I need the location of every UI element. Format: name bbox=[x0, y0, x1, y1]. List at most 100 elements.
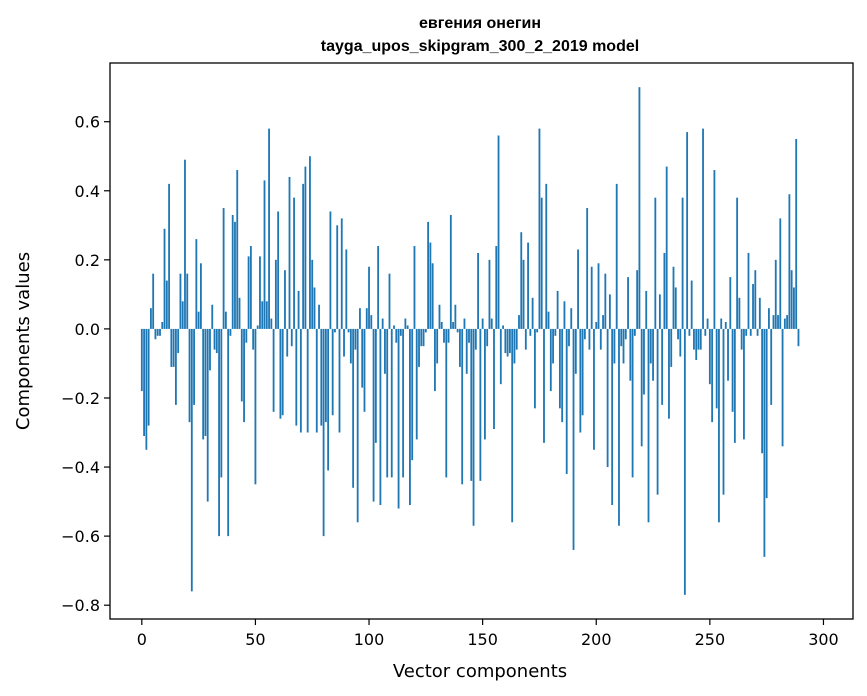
bar bbox=[420, 328, 423, 347]
bar bbox=[147, 328, 150, 426]
x-tick-label: 250 bbox=[695, 630, 726, 649]
bar bbox=[738, 297, 741, 329]
bar bbox=[422, 328, 425, 347]
bar bbox=[227, 328, 230, 537]
bar bbox=[543, 328, 545, 443]
bar bbox=[545, 183, 548, 329]
bar bbox=[324, 328, 327, 423]
bar bbox=[688, 328, 691, 336]
bar bbox=[679, 328, 682, 357]
bar bbox=[706, 318, 709, 329]
bar bbox=[474, 328, 477, 350]
bar bbox=[756, 328, 759, 336]
bar bbox=[540, 197, 543, 329]
bar bbox=[579, 328, 582, 433]
bar bbox=[763, 328, 766, 557]
bar bbox=[683, 328, 686, 595]
bar bbox=[686, 132, 689, 329]
bar bbox=[424, 328, 427, 333]
bar bbox=[697, 328, 700, 350]
bar bbox=[231, 214, 234, 329]
bar bbox=[370, 315, 373, 329]
bar bbox=[284, 270, 286, 329]
bar bbox=[436, 328, 439, 364]
bar bbox=[374, 328, 377, 443]
bar bbox=[527, 242, 529, 329]
bar bbox=[170, 328, 173, 367]
bar bbox=[431, 263, 434, 329]
bar bbox=[352, 328, 355, 488]
bar bbox=[524, 328, 527, 350]
bar bbox=[259, 256, 261, 329]
bar bbox=[599, 328, 602, 350]
bar bbox=[533, 328, 536, 409]
bar bbox=[770, 328, 773, 405]
bar-series bbox=[140, 87, 800, 595]
bar bbox=[202, 328, 205, 440]
bar bbox=[661, 328, 664, 405]
bar bbox=[143, 328, 145, 436]
bar bbox=[658, 294, 661, 329]
bar bbox=[593, 328, 595, 450]
bar bbox=[488, 259, 491, 329]
bar bbox=[152, 273, 155, 329]
bar bbox=[161, 322, 164, 329]
bar bbox=[365, 308, 368, 329]
bar bbox=[561, 328, 564, 423]
bar bbox=[327, 328, 330, 471]
bar bbox=[240, 328, 243, 402]
bar bbox=[702, 128, 704, 329]
bar bbox=[213, 328, 216, 350]
bar bbox=[156, 328, 159, 336]
x-axis-ticks: 0 50 100 150 200 250 300 bbox=[137, 619, 839, 649]
bar bbox=[663, 252, 666, 329]
bar bbox=[631, 328, 634, 478]
bar bbox=[140, 328, 143, 392]
bar bbox=[288, 176, 291, 329]
bar bbox=[293, 197, 295, 329]
bar bbox=[388, 273, 391, 329]
bar bbox=[504, 328, 507, 354]
bar bbox=[311, 259, 314, 329]
bar bbox=[209, 328, 211, 371]
bar bbox=[615, 183, 618, 329]
x-tick-label: 0 bbox=[137, 630, 147, 649]
bar bbox=[359, 308, 361, 329]
bar bbox=[611, 328, 614, 506]
bar bbox=[443, 328, 445, 343]
bar bbox=[238, 297, 241, 329]
bar bbox=[286, 328, 289, 357]
bar bbox=[652, 328, 654, 381]
bar bbox=[154, 328, 157, 340]
bar bbox=[204, 328, 207, 436]
bar bbox=[747, 252, 750, 329]
bar bbox=[438, 304, 441, 329]
bar bbox=[236, 170, 239, 329]
bar bbox=[361, 328, 364, 388]
bar bbox=[647, 328, 650, 523]
bar bbox=[299, 328, 302, 433]
bar bbox=[347, 328, 350, 333]
bar bbox=[636, 270, 639, 329]
bar bbox=[331, 328, 334, 416]
bar bbox=[595, 322, 598, 329]
bar bbox=[338, 328, 341, 433]
bar bbox=[668, 328, 670, 419]
bar bbox=[343, 328, 345, 357]
bar bbox=[618, 328, 620, 526]
y-tick-label: 0.2 bbox=[75, 251, 100, 270]
bar bbox=[774, 259, 777, 329]
bar bbox=[497, 135, 500, 329]
bar bbox=[234, 221, 236, 329]
bar bbox=[172, 328, 175, 367]
bar bbox=[620, 328, 623, 347]
bar bbox=[572, 328, 575, 550]
bar bbox=[597, 263, 600, 329]
bar bbox=[681, 197, 684, 329]
bar bbox=[481, 318, 484, 329]
bar bbox=[477, 252, 479, 329]
y-axis-label: Components values bbox=[13, 252, 34, 430]
y-tick-label: 0.4 bbox=[75, 182, 100, 201]
bar bbox=[708, 328, 711, 385]
bar bbox=[758, 297, 761, 329]
